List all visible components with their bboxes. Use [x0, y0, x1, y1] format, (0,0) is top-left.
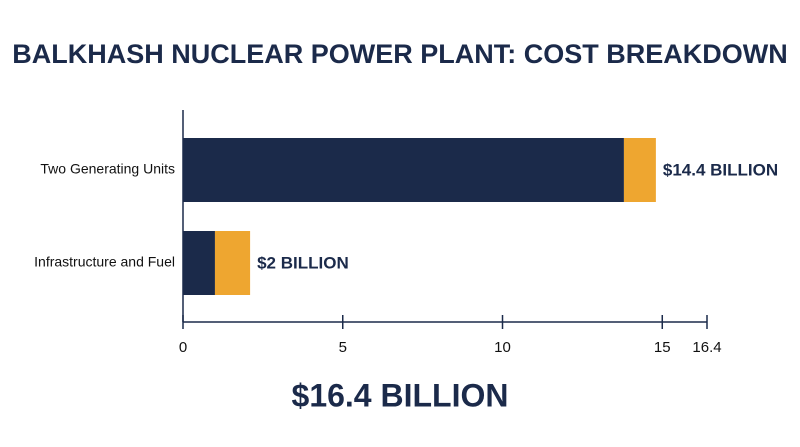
x-tick-label: 16.4: [692, 339, 721, 356]
x-tick-label: 10: [494, 339, 511, 356]
bar-label: $14.4 BILLION: [663, 160, 778, 179]
x-tick-label: 0: [179, 339, 187, 356]
bar-segment: [214, 231, 251, 295]
chart-title: BALKHASH NUCLEAR POWER PLANT: COST BREAK…: [12, 39, 787, 69]
bar-segment: [623, 138, 656, 202]
bar-segment: [183, 138, 624, 202]
x-tick-label: 5: [339, 339, 347, 356]
category-label: Two Generating Units: [40, 161, 175, 177]
bar-segment: [183, 231, 215, 295]
x-tick-label: 15: [654, 339, 671, 356]
bar-label: $2 BILLION: [257, 253, 349, 272]
category-label: Infrastructure and Fuel: [34, 254, 175, 270]
annotation: $16.4 BILLION: [292, 377, 509, 413]
